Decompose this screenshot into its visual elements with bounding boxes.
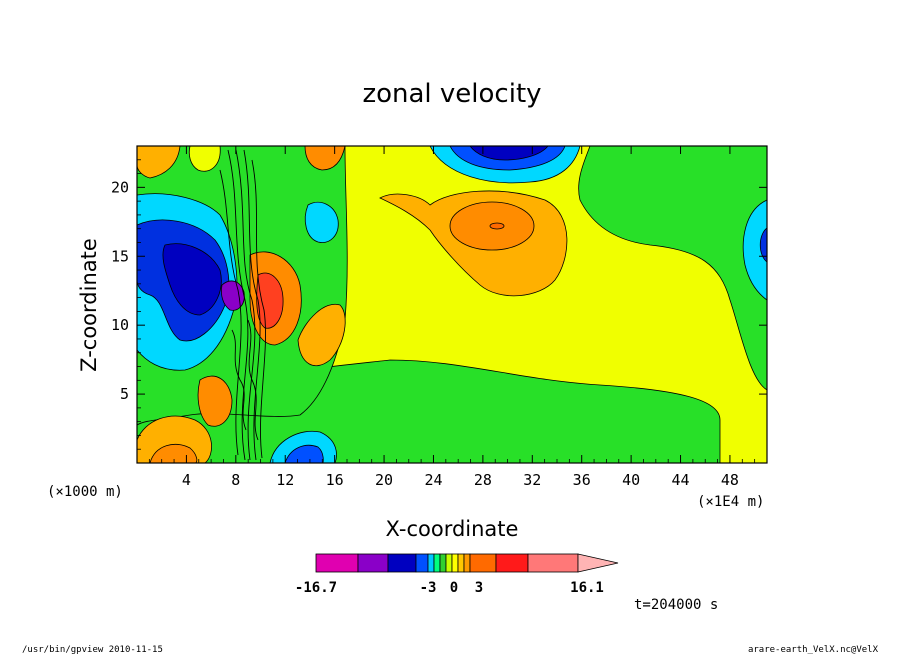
colorbar-segment (457, 553, 465, 573)
region-right-cyan (742, 199, 767, 301)
colorbar-segment (469, 553, 497, 573)
colorbar-label-0: 0 (450, 580, 458, 596)
x-tick-label: 40 (622, 471, 640, 489)
x-tick-label: 16 (326, 471, 344, 489)
colorbar-segment (357, 553, 389, 573)
x-tick-label: 20 (375, 471, 393, 489)
region-cyan-lobe-1 (304, 201, 339, 243)
region-tl-yellow (188, 146, 221, 172)
colorbar-segment (315, 553, 359, 573)
region-orange-center (489, 222, 505, 230)
footer-left: /usr/bin/gpview 2010-11-15 (22, 645, 163, 654)
y-tick-label: 20 (111, 178, 129, 196)
x-unit-left-label: (×1000 m) (47, 484, 123, 500)
colorbar-min-label: -16.7 (295, 580, 337, 596)
time-label: t=204000 s (634, 597, 718, 613)
y-axis-title: Z-coordinate (77, 238, 101, 372)
colorbar-max-arrow (577, 553, 619, 573)
x-tick-label: 32 (523, 471, 541, 489)
x-tick-label: 24 (424, 471, 442, 489)
x-axis: 4 8 12 16 20 24 28 32 36 40 44 48 (148, 146, 756, 489)
footer-right: arare-earth_VelX.nc@VelX (748, 645, 879, 654)
chart-title: zonal velocity (362, 79, 541, 109)
colorbar-segment (451, 553, 459, 573)
x-tick-label: 8 (231, 471, 240, 489)
region-bl-orange-core (149, 444, 198, 463)
colorbar-segment (427, 553, 435, 573)
colorbar-segment (433, 553, 441, 573)
y-tick-label: 5 (120, 385, 129, 403)
region-red-core (256, 272, 284, 329)
region-bl-blue (284, 444, 324, 463)
x-tick-label: 28 (474, 471, 492, 489)
colorbar-segment (495, 553, 529, 573)
y-axis: 5 10 15 20 (111, 159, 767, 450)
region-bl-orange-2 (197, 375, 233, 427)
colorbar-segment (445, 553, 453, 573)
region-top-darkblue (469, 146, 549, 161)
turbulent-column (219, 149, 266, 461)
x-tick-label: 4 (182, 471, 191, 489)
colorbar-max-label: 16.1 (570, 580, 604, 596)
x-unit-right-label: (×1E4 m) (697, 494, 764, 510)
colorbar-label-3: 3 (475, 580, 483, 596)
x-tick-label: 44 (671, 471, 689, 489)
x-tick-label: 12 (276, 471, 294, 489)
colorbar (315, 553, 619, 573)
colorbar-label-neg3: -3 (420, 580, 437, 596)
plot-area (137, 146, 767, 463)
x-tick-label: 36 (573, 471, 591, 489)
x-axis-title: X-coordinate (386, 517, 519, 541)
region-tl-orange-1 (137, 146, 181, 179)
y-tick-label: 15 (111, 247, 129, 265)
colorbar-segment (463, 553, 471, 573)
x-tick-label: 48 (721, 471, 739, 489)
colorbar-segment (387, 553, 417, 573)
y-tick-label: 10 (111, 316, 129, 334)
region-right-green (578, 146, 767, 391)
plot-frame (136, 145, 768, 464)
colorbar-segment (415, 553, 429, 573)
region-left-darkblue (162, 243, 222, 316)
region-orange-lobe-2 (297, 303, 346, 366)
colorbar-segment (439, 553, 447, 573)
colorbar-segment (527, 553, 579, 573)
